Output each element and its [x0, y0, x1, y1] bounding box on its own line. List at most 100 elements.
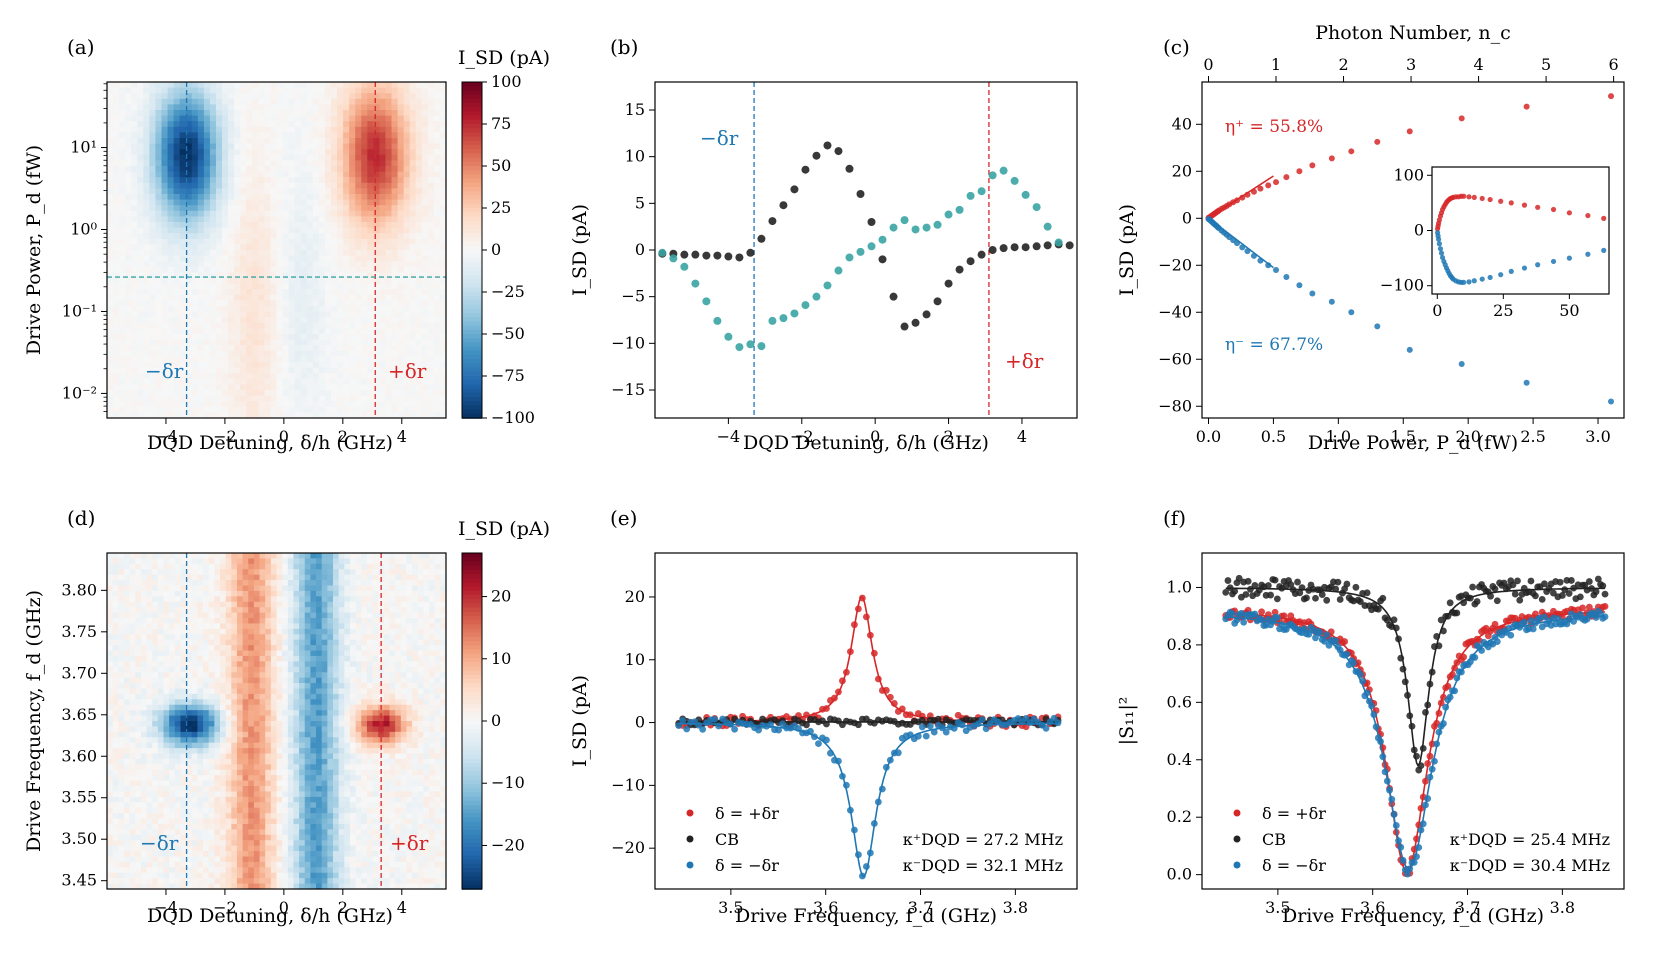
heatmap-a-cell	[143, 177, 150, 184]
heatmap-a-cell	[427, 401, 435, 408]
heatmap-d-cell	[203, 618, 210, 625]
heatmap-a-cell	[361, 87, 368, 94]
heatmap-d-cell	[304, 569, 311, 576]
heatmap-a-cell	[264, 244, 272, 251]
heatmap-a-cell	[379, 283, 387, 290]
heatmap-d-cell	[349, 623, 357, 630]
heatmap-d-cell	[253, 563, 261, 570]
point-b-teal	[988, 171, 997, 180]
heatmap-a-cell	[433, 289, 441, 296]
heatmap-a-cell	[427, 132, 435, 139]
heatmap-a-cell	[433, 328, 441, 335]
heatmap-d-cell	[429, 628, 436, 635]
heatmap-a-cell	[228, 222, 235, 229]
colorbar-a-tick-label: 50	[491, 156, 511, 175]
heatmap-a-cell	[385, 294, 393, 301]
heatmap-a-cell	[197, 328, 205, 335]
heatmap-a-cell	[397, 384, 405, 391]
heatmap-a-cell	[149, 210, 157, 217]
colorbar-a-cell	[462, 128, 482, 134]
heatmap-a-cell	[355, 378, 362, 385]
heatmap-a-cell	[324, 266, 332, 273]
heatmap-d-cell	[208, 585, 215, 592]
heatmap-a-cell	[197, 289, 205, 296]
heatmap-d-cell	[349, 650, 357, 657]
heatmap-a-cell	[379, 160, 387, 167]
heatmap-a-cell	[276, 166, 284, 173]
heatmap-d-cell	[321, 590, 328, 597]
heatmap-a-cell	[403, 82, 411, 89]
c-x2tick-label: 0	[1203, 55, 1213, 74]
heatmap-a-cell	[240, 132, 247, 139]
heatmap-d-cell	[338, 585, 345, 592]
heatmap-a-cell	[330, 328, 338, 335]
heatmap-a-cell	[312, 306, 320, 313]
heatmap-a-cell	[288, 121, 296, 128]
heatmap-a-cell	[264, 93, 272, 100]
heatmap-a-cell	[318, 194, 326, 201]
heatmap-a-cell	[191, 328, 199, 335]
heatmap-a-cell	[288, 317, 296, 324]
heatmap-a-cell	[367, 171, 374, 178]
heatmap-a-cell	[119, 160, 126, 167]
heatmap-a-cell	[385, 278, 393, 285]
heatmap-a-cell	[270, 132, 278, 139]
heatmap-a-cell	[131, 171, 138, 178]
heatmap-a-cell	[167, 250, 175, 257]
heatmap-d-cell	[276, 639, 283, 646]
heatmap-d-cell	[338, 628, 345, 635]
point-b-teal	[867, 242, 876, 251]
heatmap-a-cell	[361, 250, 368, 257]
heatmap-a-cell	[361, 115, 368, 122]
heatmap-d-cell	[287, 650, 295, 657]
heatmap-d-cell	[349, 607, 357, 614]
inset-point-1	[1601, 247, 1607, 253]
heatmap-d-cell	[310, 590, 317, 597]
heatmap-a-cell	[276, 390, 284, 397]
heatmap-a-cell	[373, 98, 381, 105]
heatmap-a-cell	[125, 177, 132, 184]
inset-point-0	[1461, 193, 1467, 199]
heatmap-d-cell	[304, 607, 311, 614]
heatmap-d-cell	[203, 607, 210, 614]
heatmap-a-cell	[349, 272, 356, 279]
heatmap-a-cell	[355, 294, 362, 301]
heatmap-a-cell	[409, 126, 417, 133]
heatmap-a-cell	[264, 345, 272, 352]
heatmap-d-cell	[299, 607, 306, 614]
heatmap-a-cell	[125, 216, 132, 223]
heatmap-a-cell	[191, 143, 199, 150]
heatmap-a-cell	[415, 367, 423, 374]
heatmap-d-cell	[310, 650, 317, 657]
heatmap-a-cell	[264, 194, 272, 201]
heatmap-a-cell	[131, 300, 138, 307]
heatmap-d-cell	[157, 618, 165, 625]
heatmap-a-cell	[330, 126, 338, 133]
heatmap-d-cell	[214, 639, 221, 646]
heatmap-d-cell	[220, 585, 227, 592]
heatmap-a-cell	[252, 182, 259, 189]
heatmap-a-cell	[337, 138, 344, 145]
heatmap-a-cell	[276, 205, 284, 212]
heatmap-d-cell	[434, 607, 441, 614]
heatmap-d-cell	[383, 628, 391, 635]
heatmap-a-cell	[276, 350, 284, 357]
heatmap-d-cell	[140, 607, 148, 614]
b-xtick-label: −4	[717, 427, 741, 446]
heatmap-a-cell	[191, 87, 199, 94]
heatmap-a-cell	[379, 250, 387, 257]
heatmap-d-cell	[265, 569, 272, 576]
heatmap-d-cell	[169, 574, 176, 581]
heatmap-a-cell	[373, 317, 381, 324]
heatmap-a-cell	[240, 250, 247, 257]
heatmap-a-cell	[330, 199, 338, 206]
colorbar-a-cell	[462, 401, 482, 407]
heatmap-d-cell	[123, 639, 131, 646]
heatmap-a-cell	[355, 104, 362, 111]
heatmap-d-cell	[157, 650, 165, 657]
heatmap-a-cell	[403, 345, 411, 352]
heatmap-a-cell	[185, 154, 193, 161]
heatmap-a-cell	[355, 182, 362, 189]
b-ytick-label: −5	[621, 287, 645, 306]
heatmap-a-cell	[240, 171, 247, 178]
